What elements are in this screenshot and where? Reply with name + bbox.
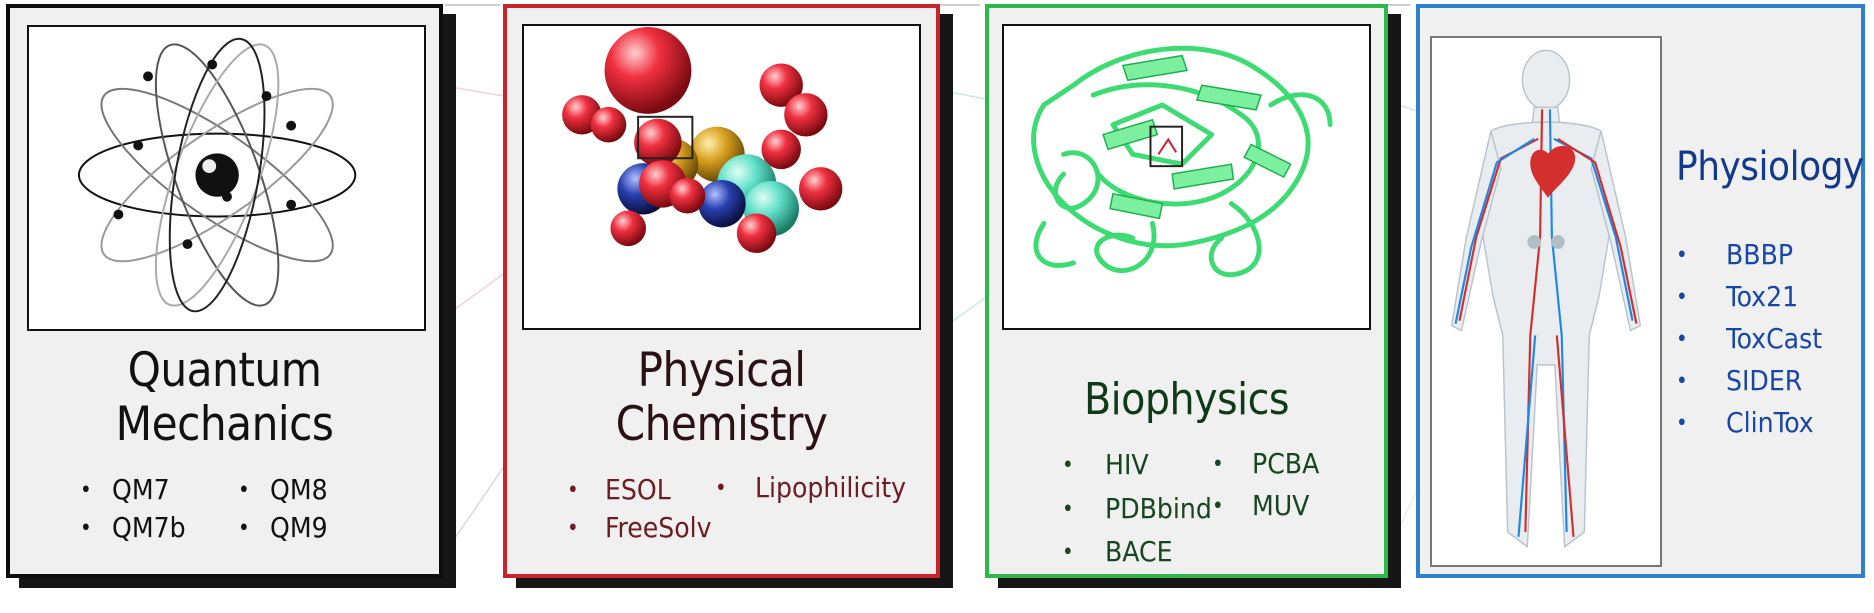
bullet-icon: • bbox=[1212, 452, 1224, 477]
dataset-freesolv: FreeSolv bbox=[605, 511, 712, 544]
bullet-icon: • bbox=[567, 516, 579, 541]
bullet-icon: • bbox=[80, 516, 92, 541]
bullet-icon: • bbox=[715, 476, 727, 501]
biophysics-panel: Biophysics • HIV • PDBbind • BACE • PCBA… bbox=[985, 4, 1388, 578]
bullet-icon: • bbox=[567, 478, 579, 503]
human-body-image bbox=[1430, 36, 1662, 567]
dataset-sider: SIDER bbox=[1726, 364, 1803, 397]
dataset-pdbbind: PDBbind bbox=[1105, 492, 1212, 525]
dataset-hiv: HIV bbox=[1105, 448, 1149, 481]
bullet-icon: • bbox=[1212, 494, 1224, 519]
dataset-tox21: Tox21 bbox=[1726, 280, 1799, 313]
protein-image bbox=[1002, 24, 1371, 330]
protein-icon bbox=[1031, 45, 1333, 278]
bullet-icon: • bbox=[1676, 411, 1688, 436]
dataset-muv: MUV bbox=[1252, 489, 1310, 522]
dataset-qm7b: QM7b bbox=[112, 511, 186, 544]
dataset-lipophilicity: Lipophilicity bbox=[755, 471, 907, 504]
dataset-bace: BACE bbox=[1105, 535, 1173, 568]
dataset-qm8: QM8 bbox=[270, 473, 328, 506]
dataset-esol: ESOL bbox=[605, 473, 671, 506]
bullet-icon: • bbox=[80, 478, 92, 503]
bullet-icon: • bbox=[238, 516, 250, 541]
panel-title: Physical Chemistry bbox=[615, 343, 828, 452]
bullet-icon: • bbox=[1676, 369, 1688, 394]
atom-icon bbox=[77, 37, 357, 313]
dataset-pcba: PCBA bbox=[1252, 447, 1320, 480]
molecule-image bbox=[522, 24, 921, 330]
bullet-icon: • bbox=[1676, 327, 1688, 352]
human-body-icon bbox=[1450, 49, 1642, 549]
dataset-clintox: ClinTox bbox=[1726, 406, 1814, 439]
dataset-qm7: QM7 bbox=[112, 473, 170, 506]
bullet-icon: • bbox=[1062, 497, 1074, 522]
bullet-icon: • bbox=[1676, 243, 1688, 268]
panel-title: Physiology bbox=[1676, 144, 1864, 190]
dataset-qm9: QM9 bbox=[270, 511, 328, 544]
bullet-icon: • bbox=[1676, 285, 1688, 310]
bullet-icon: • bbox=[238, 478, 250, 503]
dataset-toxcast: ToxCast bbox=[1726, 322, 1823, 355]
quantum-mechanics-panel: Quantum Mechanics • QM7 • QM7b • QM8 • Q… bbox=[6, 4, 443, 578]
panel-title: Quantum Mechanics bbox=[115, 343, 334, 452]
panel-title: Biophysics bbox=[1083, 374, 1290, 425]
physical-chemistry-panel: Physical Chemistry • ESOL • FreeSolv • L… bbox=[503, 4, 940, 578]
dataset-bbbp: BBBP bbox=[1726, 238, 1794, 271]
bullet-icon: • bbox=[1062, 453, 1074, 478]
atom-image bbox=[27, 25, 426, 331]
bullet-icon: • bbox=[1062, 540, 1074, 565]
molecule-icon bbox=[562, 26, 843, 253]
physiology-panel: Physiology • BBBP • Tox21 • ToxCast • SI… bbox=[1416, 4, 1865, 578]
